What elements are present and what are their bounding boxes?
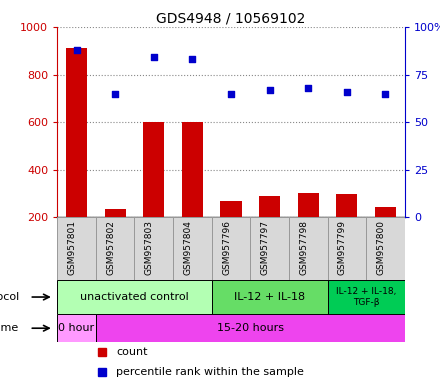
Text: GSM957804: GSM957804: [183, 220, 192, 275]
Point: [112, 91, 119, 97]
Bar: [96, 314, 405, 342]
Text: unactivated control: unactivated control: [80, 292, 189, 302]
Bar: [96, 217, 135, 280]
Text: GSM957801: GSM957801: [67, 220, 77, 275]
Bar: [173, 217, 212, 280]
Bar: [57, 280, 212, 314]
Bar: [289, 217, 327, 280]
Text: 15-20 hours: 15-20 hours: [217, 323, 284, 333]
Bar: [105, 209, 126, 217]
Text: GSM957802: GSM957802: [106, 220, 115, 275]
Text: IL-12 + IL-18,
TGF-β: IL-12 + IL-18, TGF-β: [336, 287, 396, 307]
Bar: [57, 314, 96, 342]
Text: count: count: [116, 347, 148, 357]
Bar: [336, 194, 357, 217]
Title: GDS4948 / 10569102: GDS4948 / 10569102: [156, 12, 306, 26]
Bar: [259, 197, 280, 217]
Text: GSM957797: GSM957797: [260, 220, 270, 275]
Text: GSM957796: GSM957796: [222, 220, 231, 275]
Text: GSM957799: GSM957799: [338, 220, 347, 275]
Point: [189, 56, 196, 62]
Bar: [250, 217, 289, 280]
Text: GSM957800: GSM957800: [377, 220, 385, 275]
Point: [382, 91, 389, 97]
Text: GSM957798: GSM957798: [299, 220, 308, 275]
Point: [305, 85, 312, 91]
Text: protocol: protocol: [0, 292, 19, 302]
Bar: [143, 122, 165, 217]
Bar: [375, 207, 396, 217]
Bar: [366, 217, 405, 280]
Text: percentile rank within the sample: percentile rank within the sample: [116, 367, 304, 377]
Bar: [220, 201, 242, 217]
Bar: [327, 217, 366, 280]
Bar: [57, 217, 96, 280]
Text: GSM957803: GSM957803: [145, 220, 154, 275]
Text: time: time: [0, 323, 19, 333]
Point: [227, 91, 235, 97]
Point: [343, 89, 350, 95]
Point: [150, 54, 157, 60]
Bar: [327, 280, 405, 314]
Bar: [135, 217, 173, 280]
Text: 0 hour: 0 hour: [59, 323, 95, 333]
Bar: [182, 122, 203, 217]
Bar: [212, 217, 250, 280]
Point: [73, 47, 80, 53]
Bar: [297, 193, 319, 217]
Text: IL-12 + IL-18: IL-12 + IL-18: [234, 292, 305, 302]
Bar: [212, 280, 327, 314]
Point: [266, 87, 273, 93]
Bar: [66, 48, 87, 217]
